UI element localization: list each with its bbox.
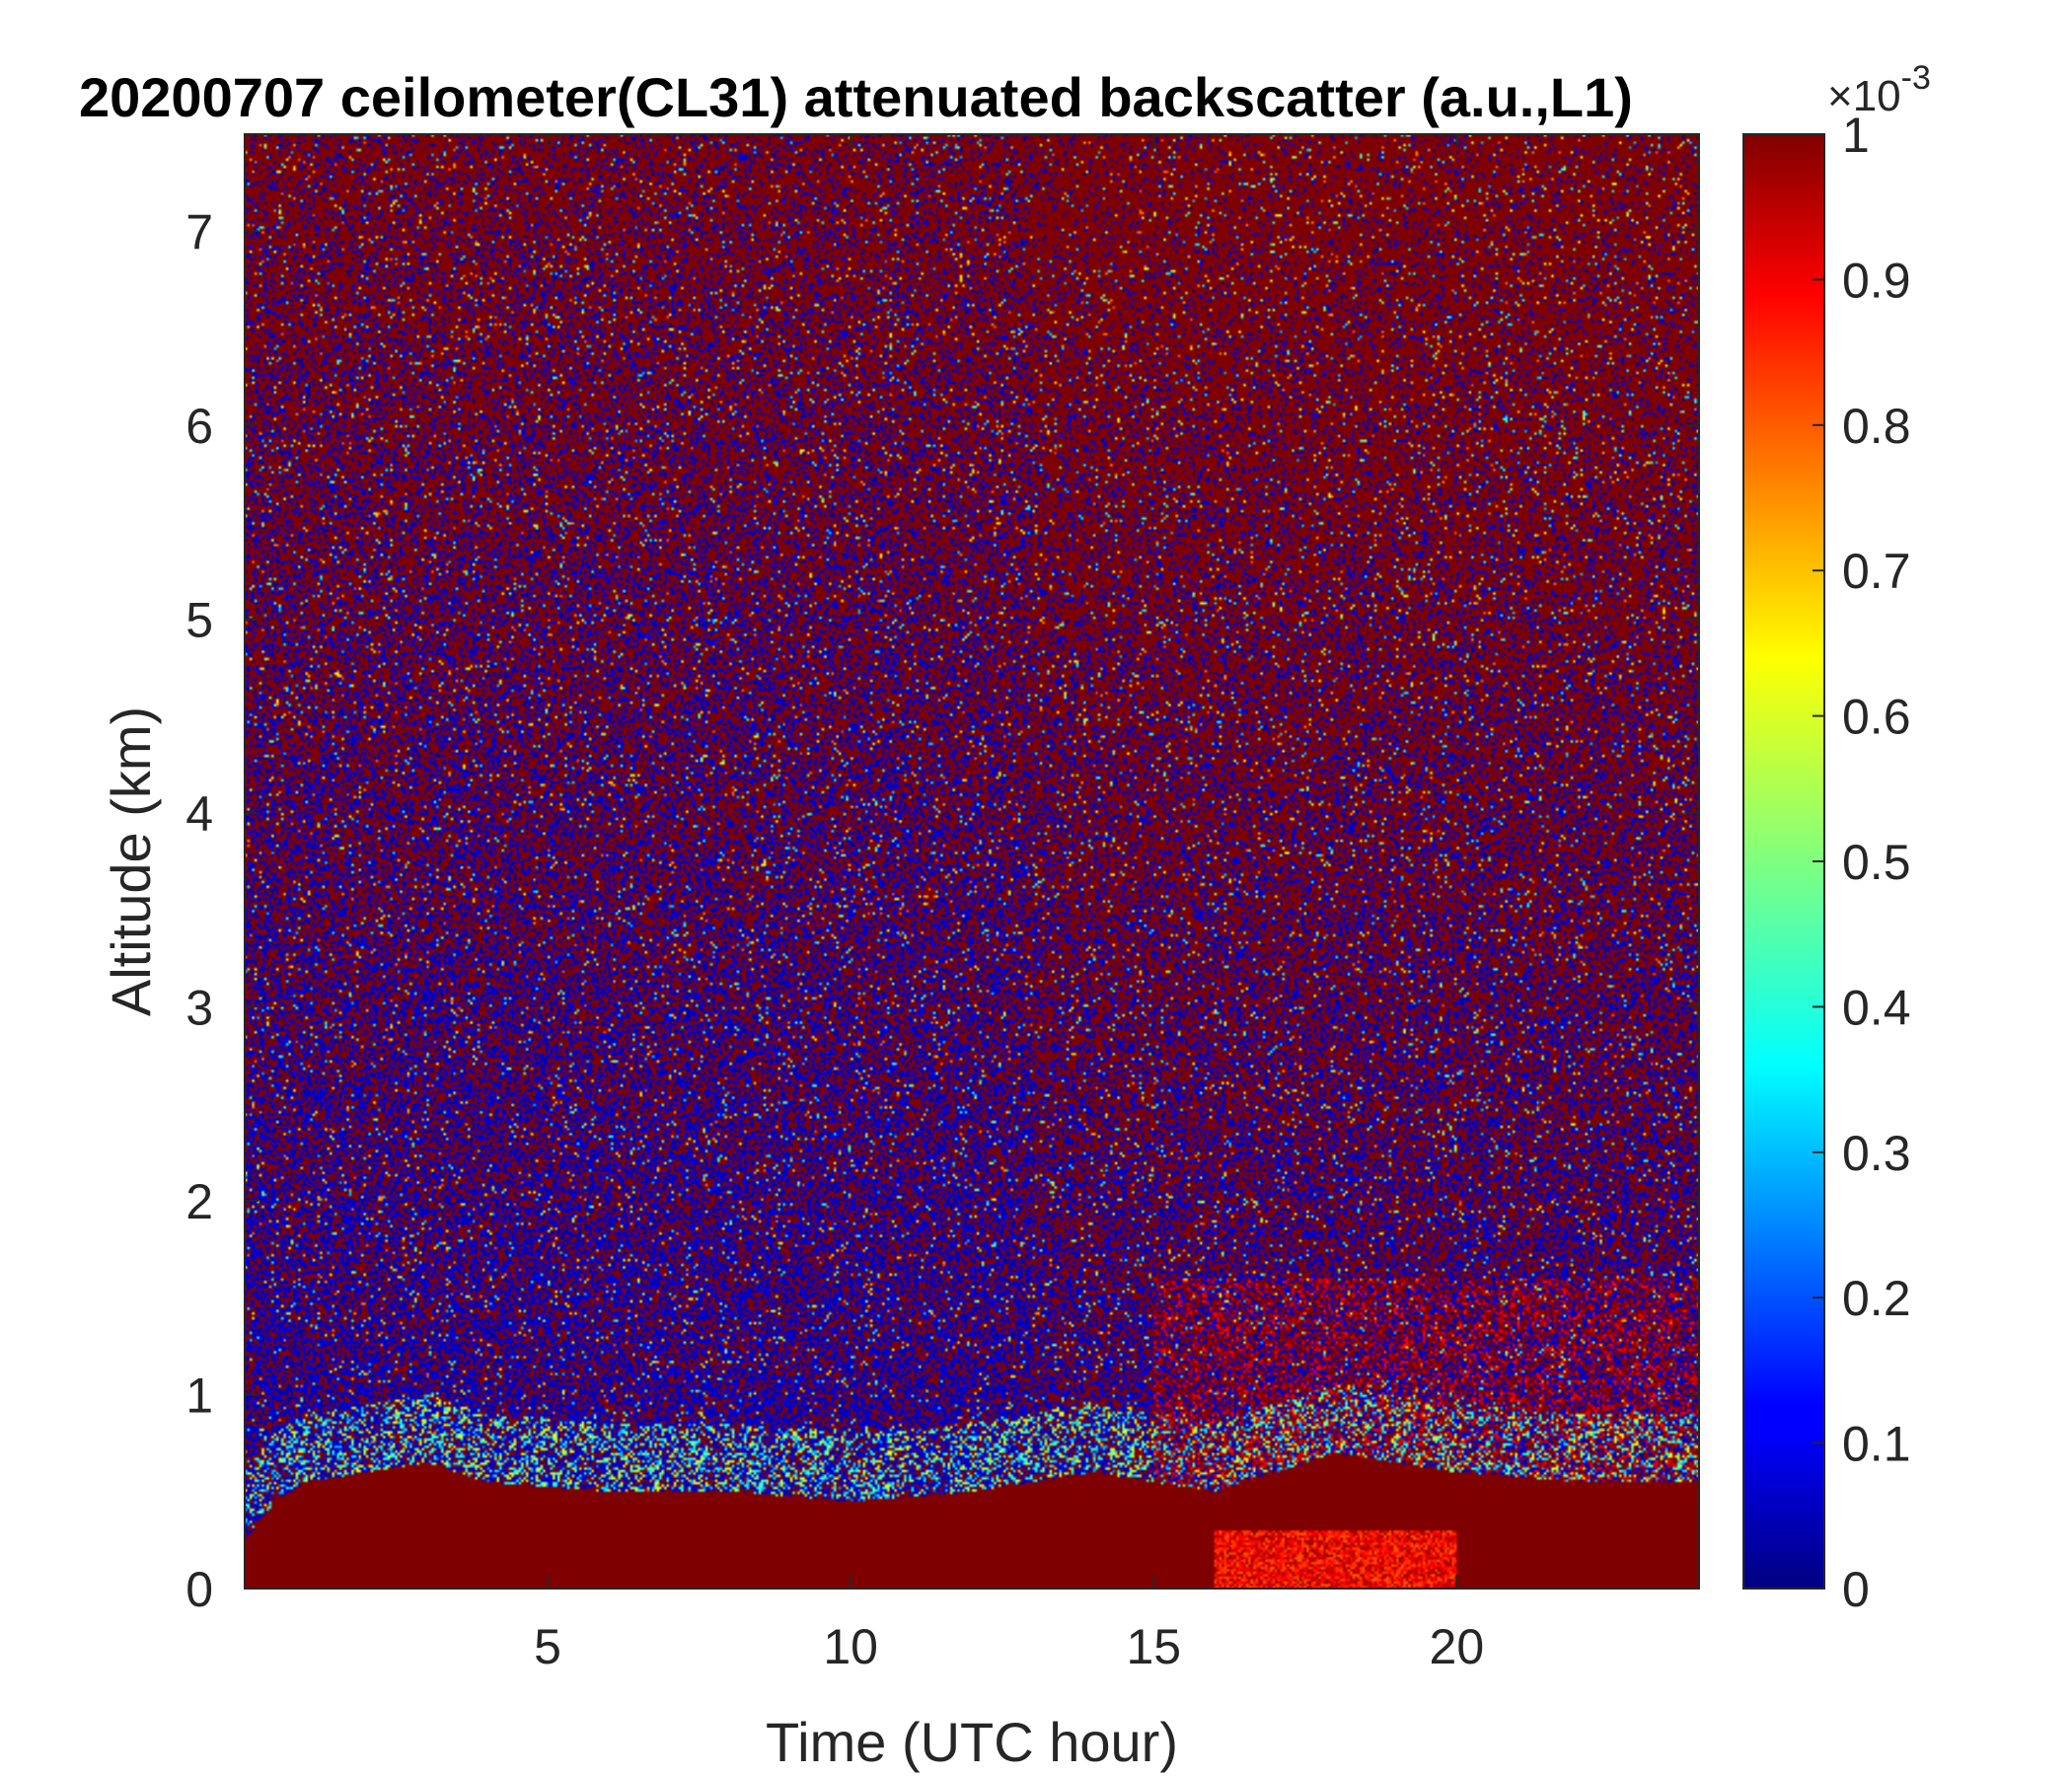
colorbar-tick-label: 0.8 [1842,399,1911,454]
colorbar-tick-label: 0 [1842,1562,1870,1617]
colorbar-exponent: ×10-3 [1827,59,1931,120]
x-axis: 5 10 15 20 [534,134,1484,1674]
x-axis-label: Time (UTC hour) [766,1711,1178,1773]
plot-area [245,134,1699,1589]
colorbar-ticks: 0 0.1 0.2 0.3 0.4 0.5 0.6 0.7 0.8 0.9 1 [1813,108,1911,1617]
colorbar-exponent-base: ×10 [1827,72,1901,120]
colorbar-tick-label: 0.9 [1842,253,1911,308]
y-axis: 0 1 2 3 4 5 6 7 [185,204,1699,1617]
colorbar [1742,133,1825,1590]
y-tick-label: 0 [185,1562,213,1617]
y-tick-label: 5 [185,592,213,647]
y-tick-label: 7 [185,204,213,259]
colorbar-tick-label: 0.3 [1842,1126,1911,1181]
y-tick-label: 4 [185,786,213,842]
colorbar-tick-label: 0.7 [1842,544,1911,599]
x-tick-label: 5 [534,1619,561,1674]
colorbar-tick-label: 0.2 [1842,1271,1911,1326]
chart-title: 20200707 ceilometer(CL31) attenuated bac… [79,66,1633,128]
y-tick-label: 1 [185,1368,213,1423]
colorbar-tick-label: 0.4 [1842,980,1911,1035]
colorbar-tick-label: 0.5 [1842,835,1911,890]
backscatter-heatmap [245,134,1699,1589]
y-axis-label: Altitude (km) [100,706,162,1016]
colorbar-tick-label: 0.6 [1842,690,1911,745]
y-tick-label: 3 [185,980,213,1035]
x-tick-label: 10 [823,1619,878,1674]
y-tick-label: 6 [185,399,213,454]
x-tick-label: 15 [1126,1619,1181,1674]
colorbar-exponent-power: -3 [1901,59,1931,97]
y-tick-label: 2 [185,1174,213,1229]
colorbar-tick-label: 1 [1842,108,1870,163]
plot-frame [244,133,1700,1590]
x-tick-label: 20 [1430,1619,1485,1674]
colorbar-tick-label: 0.1 [1842,1417,1911,1472]
